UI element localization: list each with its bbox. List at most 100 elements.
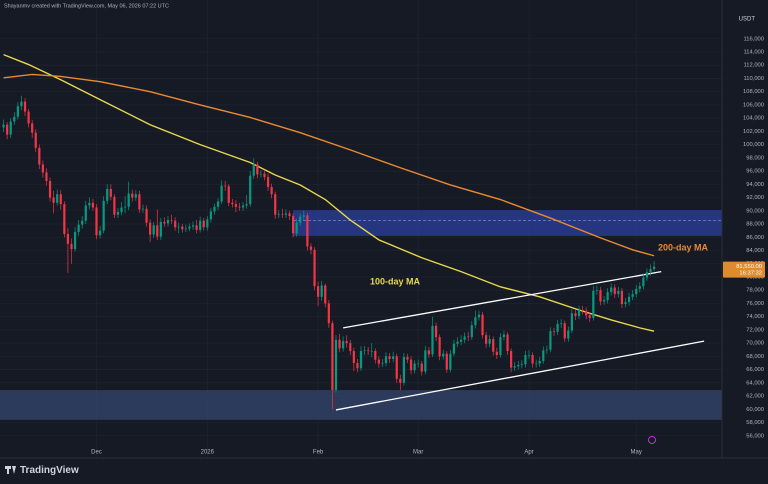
candle-body (334, 339, 338, 391)
candle-body (574, 313, 577, 316)
candle-body (156, 225, 159, 237)
candle-body (91, 202, 95, 208)
candle-body (98, 230, 102, 236)
candle-body (66, 233, 70, 244)
candle-body (88, 202, 91, 206)
candle-body (377, 359, 380, 364)
candle-body (488, 339, 491, 344)
candle-body (27, 111, 30, 124)
candle-body (45, 172, 48, 181)
candle-body (295, 222, 298, 234)
candle-body (370, 351, 373, 352)
candle-body (338, 339, 341, 349)
ma-line (3, 53, 655, 332)
candle-body (134, 194, 137, 198)
candle-body (445, 353, 448, 370)
candle-body (510, 351, 513, 368)
candle-body (463, 336, 466, 340)
candle-body (52, 197, 55, 203)
candle-body (581, 310, 584, 311)
candle-body (48, 180, 52, 198)
y-tick-label: 90,000 (746, 208, 764, 214)
candle-body (577, 310, 581, 316)
candle-body (456, 341, 459, 344)
candle-body (306, 215, 309, 247)
candle-body (492, 339, 495, 352)
channel-line (335, 340, 705, 411)
candle-body (266, 177, 270, 187)
event-marker (648, 436, 656, 444)
candle-body (13, 116, 16, 122)
candle-body (538, 360, 541, 364)
candle-body (649, 268, 652, 273)
candle-body (481, 314, 484, 336)
y-tick-label: 86,000 (746, 235, 764, 241)
candle-body (274, 194, 277, 215)
candle-body (560, 323, 563, 324)
candle-body (556, 323, 559, 332)
y-tick-label: 108,000 (743, 89, 764, 95)
candle-body (620, 290, 624, 305)
y-tick-label: 58,000 (746, 420, 764, 426)
candle-body (356, 362, 359, 369)
header: Shayanmv created with TradingView.com, M… (4, 3, 169, 9)
candle-body (531, 355, 534, 364)
candle-body (474, 317, 477, 326)
candle-body (102, 200, 105, 231)
candle-body (549, 331, 552, 350)
candle-body (106, 188, 109, 201)
candle-body (506, 334, 509, 352)
candle-body (592, 290, 595, 318)
candle-body (381, 362, 384, 364)
last-price-label: 81,550.00 (736, 264, 762, 270)
candle-body (59, 194, 62, 205)
candle-body (427, 350, 431, 355)
candle-body (420, 363, 423, 372)
y-tick-label: 96,000 (746, 169, 764, 175)
y-tick-label: 94,000 (746, 182, 764, 188)
y-tick-label: 66,000 (746, 367, 764, 373)
candle-body (652, 266, 656, 269)
candle-body (617, 290, 620, 295)
y-tick-label: 78,000 (746, 288, 764, 294)
y-tick-label: 74,000 (746, 314, 764, 320)
y-tick-label: 76,000 (746, 301, 764, 307)
logo-text: TradingView (20, 465, 79, 476)
y-tick-label: 114,000 (743, 49, 764, 55)
candle-body (216, 201, 220, 207)
candle-body (542, 350, 545, 361)
candle-body (227, 186, 230, 203)
candle-body (442, 353, 445, 357)
x-tick-label: Mar (413, 450, 423, 456)
candle-body (499, 337, 502, 356)
candle-body (149, 222, 152, 235)
candle-body (220, 185, 223, 202)
candle-body (595, 290, 599, 291)
candle-body (16, 106, 19, 117)
candle-body (567, 330, 570, 339)
candle-body (95, 207, 98, 236)
candle-body (431, 325, 434, 355)
candle-body (570, 313, 573, 331)
candle-body (345, 341, 348, 344)
candle-body (434, 325, 438, 338)
candle-body (31, 123, 34, 133)
candle-body (113, 196, 116, 215)
candle-body (231, 202, 234, 205)
y-tick-label: 70,000 (746, 341, 764, 347)
y-tick-label: 92,000 (746, 195, 764, 201)
candle-body (638, 286, 641, 289)
candle-body (184, 228, 187, 230)
candle-body (9, 121, 12, 135)
ma-label: 100-day MA (370, 276, 421, 286)
logo-icon (7, 466, 9, 474)
candle-body (367, 350, 370, 352)
y-tick-label: 64,000 (746, 380, 764, 386)
y-tick-label: 112,000 (743, 63, 764, 69)
candle-body (563, 323, 566, 339)
candle-body (238, 206, 241, 208)
candle-body (195, 225, 198, 230)
candle-body (63, 204, 66, 234)
candle-body (363, 350, 366, 352)
candle-body (209, 211, 212, 220)
